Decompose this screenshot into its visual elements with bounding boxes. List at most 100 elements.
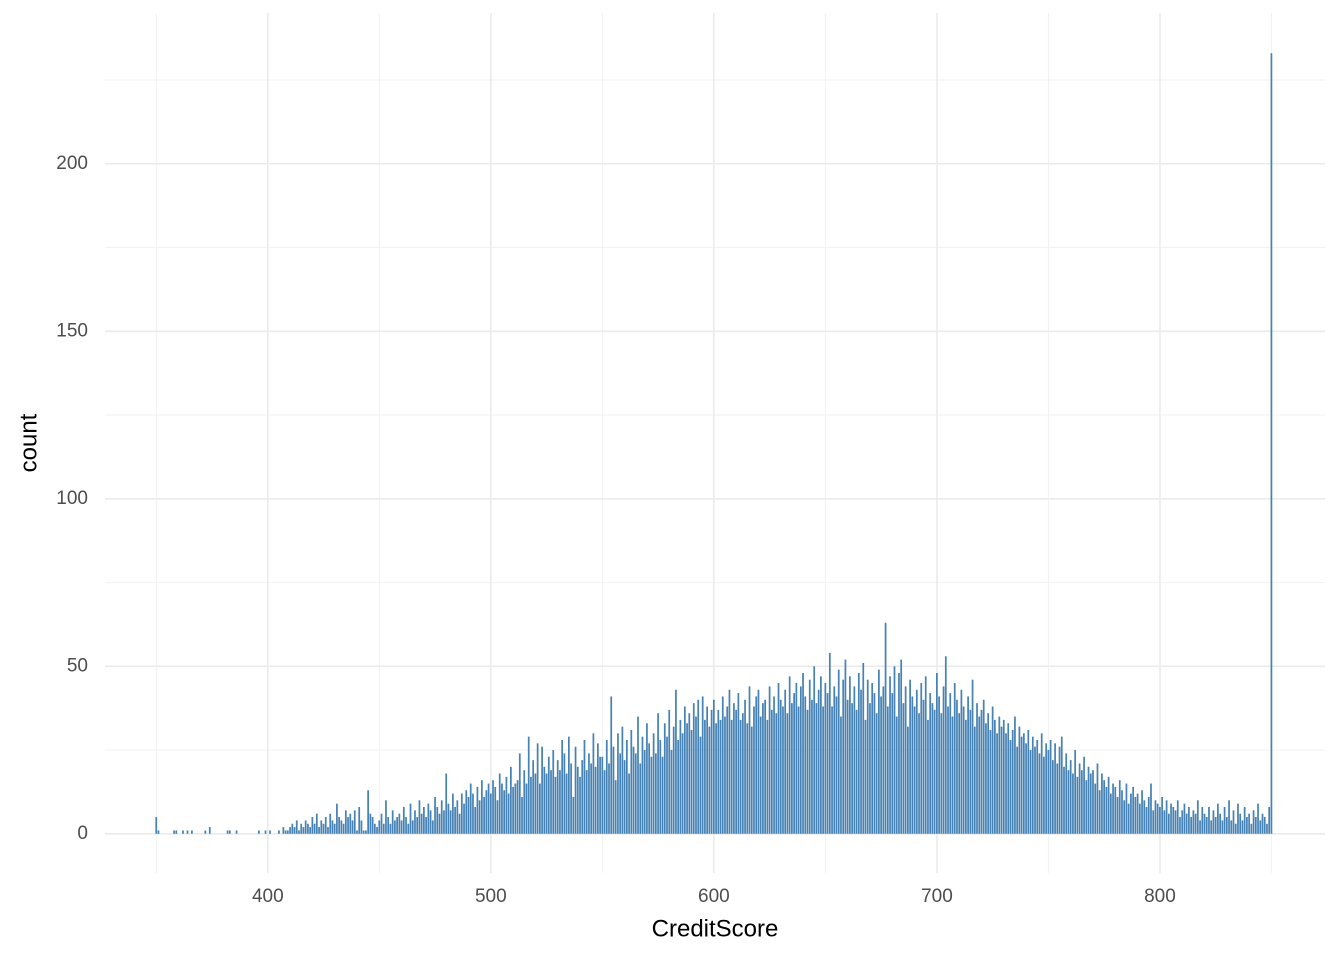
bar [204, 830, 207, 834]
bar [643, 750, 646, 834]
bar [844, 659, 847, 834]
bar [947, 706, 949, 834]
bar [654, 753, 657, 834]
bar [313, 823, 316, 834]
bar [1156, 803, 1159, 834]
bars [155, 53, 1273, 834]
bar [302, 827, 305, 834]
bar [1170, 803, 1172, 834]
bar [1141, 790, 1143, 834]
bar [621, 726, 624, 834]
bar [1228, 800, 1230, 834]
bar [409, 803, 412, 834]
bar [837, 669, 840, 834]
bar [815, 703, 818, 834]
bar [494, 786, 497, 834]
bar [427, 803, 430, 834]
y-axis-title: count [15, 413, 42, 472]
bar [1036, 739, 1039, 834]
bar [806, 709, 809, 834]
bar [1248, 813, 1250, 834]
bar [351, 820, 354, 834]
bar [264, 830, 267, 834]
bar [585, 770, 588, 834]
bar [1127, 803, 1130, 834]
bar [387, 817, 390, 834]
bar [817, 689, 820, 834]
bar [1101, 773, 1103, 834]
bar [523, 770, 526, 834]
bar [828, 652, 831, 834]
bar [407, 823, 410, 834]
bar [1116, 796, 1119, 834]
bar [1083, 756, 1085, 834]
bar [661, 756, 664, 834]
bar [389, 823, 392, 834]
bar [472, 793, 474, 834]
bar [1016, 746, 1019, 834]
bar [982, 699, 985, 834]
bar [907, 726, 909, 834]
y-tick-label: 50 [67, 655, 88, 676]
bar [498, 773, 501, 834]
bar [1261, 813, 1264, 834]
bar [835, 696, 838, 834]
bar [695, 716, 697, 834]
bar [969, 709, 972, 834]
bar [918, 713, 920, 834]
bar [1147, 796, 1150, 834]
bar [1087, 766, 1090, 834]
bar [1043, 756, 1045, 834]
bar [721, 696, 724, 834]
bar [1266, 823, 1268, 834]
bar [739, 719, 742, 834]
bar [668, 709, 671, 834]
bar [628, 773, 630, 834]
y-tick-label: 150 [56, 320, 88, 341]
bar [675, 689, 677, 834]
bar [701, 696, 704, 834]
bar [831, 706, 833, 834]
bar [1058, 746, 1061, 834]
bar [324, 817, 327, 834]
x-tick-label: 700 [921, 886, 953, 907]
bar [320, 820, 323, 834]
bar [617, 733, 619, 834]
bar [347, 817, 349, 834]
bar [750, 726, 753, 834]
bar [1232, 810, 1235, 834]
bar [1038, 753, 1041, 834]
bar [804, 696, 807, 834]
bar [1051, 760, 1054, 834]
bar [565, 773, 568, 834]
bar [590, 763, 593, 834]
bar [360, 820, 363, 834]
bar [677, 739, 680, 834]
bar [1190, 817, 1192, 834]
bar [378, 820, 381, 834]
bar [353, 810, 356, 834]
bar [1089, 773, 1092, 834]
bar [1239, 813, 1242, 834]
bar [791, 703, 793, 834]
bar [646, 723, 648, 834]
bar [728, 689, 731, 834]
bar [782, 706, 784, 834]
bar [269, 830, 271, 834]
bar [391, 810, 394, 834]
bar [712, 699, 715, 834]
bar [191, 830, 193, 834]
bar [895, 716, 898, 834]
bar [304, 820, 307, 834]
bar [958, 713, 961, 834]
bar [824, 683, 827, 834]
bar [396, 817, 398, 834]
bar [639, 763, 642, 834]
bar [784, 689, 787, 834]
bar [293, 827, 296, 834]
bar [1136, 793, 1139, 834]
bar [699, 736, 702, 834]
bar [329, 813, 332, 834]
bar [1080, 770, 1083, 834]
bar [605, 739, 608, 834]
